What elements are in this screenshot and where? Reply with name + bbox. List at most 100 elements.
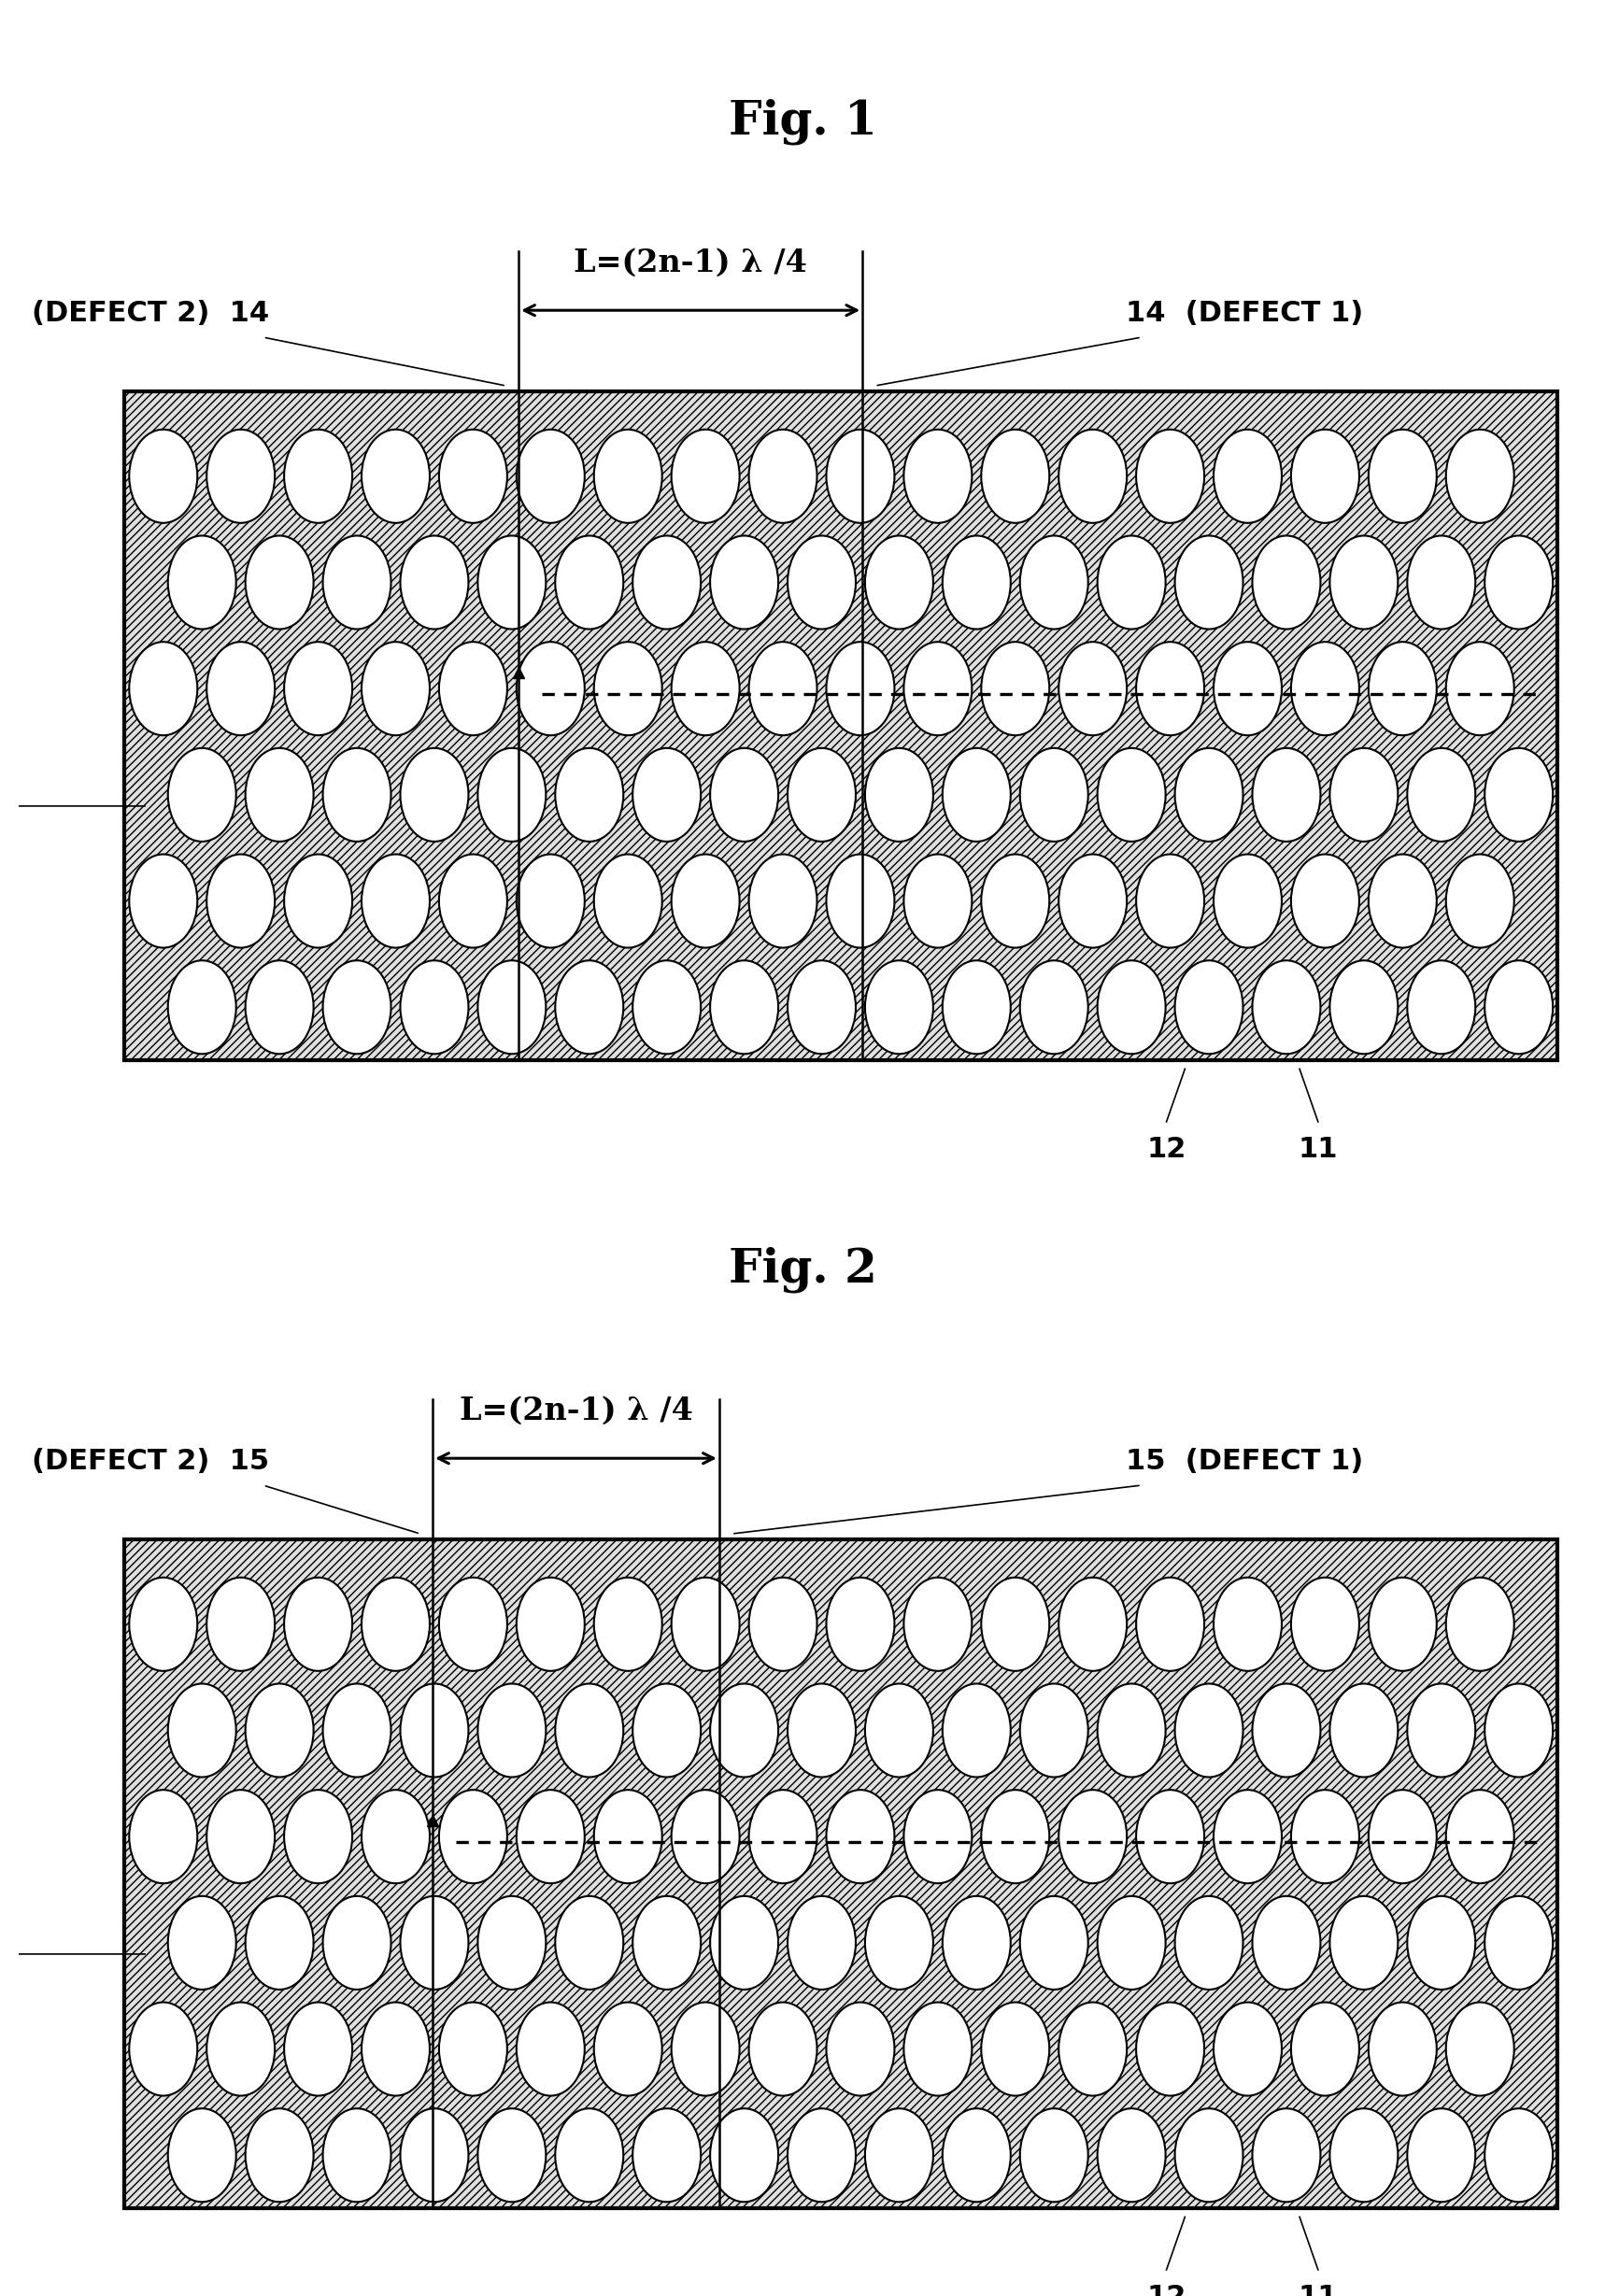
Ellipse shape [323,535,392,629]
Ellipse shape [1331,1896,1398,1991]
Ellipse shape [865,960,933,1054]
Ellipse shape [1290,643,1359,735]
Ellipse shape [865,1896,933,1991]
Ellipse shape [1446,643,1514,735]
Ellipse shape [709,1683,778,1777]
Ellipse shape [1331,1683,1398,1777]
Ellipse shape [632,535,701,629]
Ellipse shape [671,854,740,948]
Ellipse shape [1136,1577,1204,1671]
Ellipse shape [632,748,701,843]
Ellipse shape [555,1896,623,1991]
Ellipse shape [709,960,778,1054]
Ellipse shape [632,1683,701,1777]
Ellipse shape [207,2002,274,2096]
Ellipse shape [1098,960,1165,1054]
Ellipse shape [1213,1577,1282,1671]
Ellipse shape [1098,535,1165,629]
Ellipse shape [246,960,313,1054]
Ellipse shape [981,1791,1050,1883]
Ellipse shape [1175,535,1242,629]
Ellipse shape [981,643,1050,735]
Ellipse shape [1290,429,1359,523]
Ellipse shape [1136,1791,1204,1883]
Ellipse shape [1019,960,1088,1054]
Ellipse shape [1213,1791,1282,1883]
Ellipse shape [323,1896,392,1991]
Ellipse shape [1059,1577,1127,1671]
Ellipse shape [1485,1683,1554,1777]
Ellipse shape [594,2002,663,2096]
Text: 12: 12 [1146,1137,1186,1162]
Ellipse shape [1019,748,1088,843]
Ellipse shape [1485,535,1554,629]
Ellipse shape [1485,960,1554,1054]
Ellipse shape [671,1577,740,1671]
Ellipse shape [246,748,313,843]
Ellipse shape [246,535,313,629]
Ellipse shape [440,643,507,735]
Ellipse shape [1446,429,1514,523]
Ellipse shape [1408,748,1475,843]
Ellipse shape [361,2002,430,2096]
Text: L=(2n-1) λ /4: L=(2n-1) λ /4 [575,248,807,278]
Ellipse shape [128,1791,197,1883]
Ellipse shape [827,2002,894,2096]
Text: (DEFECT 2)  14: (DEFECT 2) 14 [32,298,270,326]
Ellipse shape [1213,429,1282,523]
Ellipse shape [1369,429,1436,523]
Ellipse shape [1019,535,1088,629]
Ellipse shape [361,854,430,948]
Ellipse shape [671,643,740,735]
Bar [125,390,1557,1061]
Ellipse shape [942,1896,1011,1991]
Ellipse shape [942,960,1011,1054]
Ellipse shape [361,429,430,523]
Ellipse shape [517,429,584,523]
Ellipse shape [942,748,1011,843]
Ellipse shape [361,1577,430,1671]
Ellipse shape [1446,2002,1514,2096]
Ellipse shape [788,960,855,1054]
Ellipse shape [400,2108,469,2202]
Ellipse shape [1252,960,1321,1054]
Ellipse shape [865,2108,933,2202]
Ellipse shape [1175,1896,1242,1991]
Text: L=(2n-1) λ /4: L=(2n-1) λ /4 [459,1396,693,1426]
Ellipse shape [750,429,817,523]
Ellipse shape [207,429,274,523]
Ellipse shape [788,1683,855,1777]
Ellipse shape [750,2002,817,2096]
Ellipse shape [1331,2108,1398,2202]
Ellipse shape [1252,1683,1321,1777]
Ellipse shape [904,1577,973,1671]
Text: 11: 11 [1298,1137,1339,1162]
Ellipse shape [400,748,469,843]
Ellipse shape [981,429,1050,523]
Ellipse shape [1485,748,1554,843]
Ellipse shape [1485,2108,1554,2202]
Ellipse shape [400,960,469,1054]
Ellipse shape [981,2002,1050,2096]
Ellipse shape [750,1791,817,1883]
Ellipse shape [1369,1791,1436,1883]
Ellipse shape [1059,2002,1127,2096]
Ellipse shape [517,2002,584,2096]
Ellipse shape [750,854,817,948]
Ellipse shape [440,854,507,948]
Ellipse shape [1175,2108,1242,2202]
Ellipse shape [1331,748,1398,843]
Ellipse shape [1098,2108,1165,2202]
Ellipse shape [1290,2002,1359,2096]
Ellipse shape [594,429,663,523]
Ellipse shape [709,1896,778,1991]
Ellipse shape [555,2108,623,2202]
Ellipse shape [1098,748,1165,843]
Ellipse shape [594,1791,663,1883]
Ellipse shape [904,1791,973,1883]
Ellipse shape [440,1791,507,1883]
Ellipse shape [827,1577,894,1671]
Ellipse shape [1175,1683,1242,1777]
Ellipse shape [128,643,197,735]
Ellipse shape [1290,1577,1359,1671]
